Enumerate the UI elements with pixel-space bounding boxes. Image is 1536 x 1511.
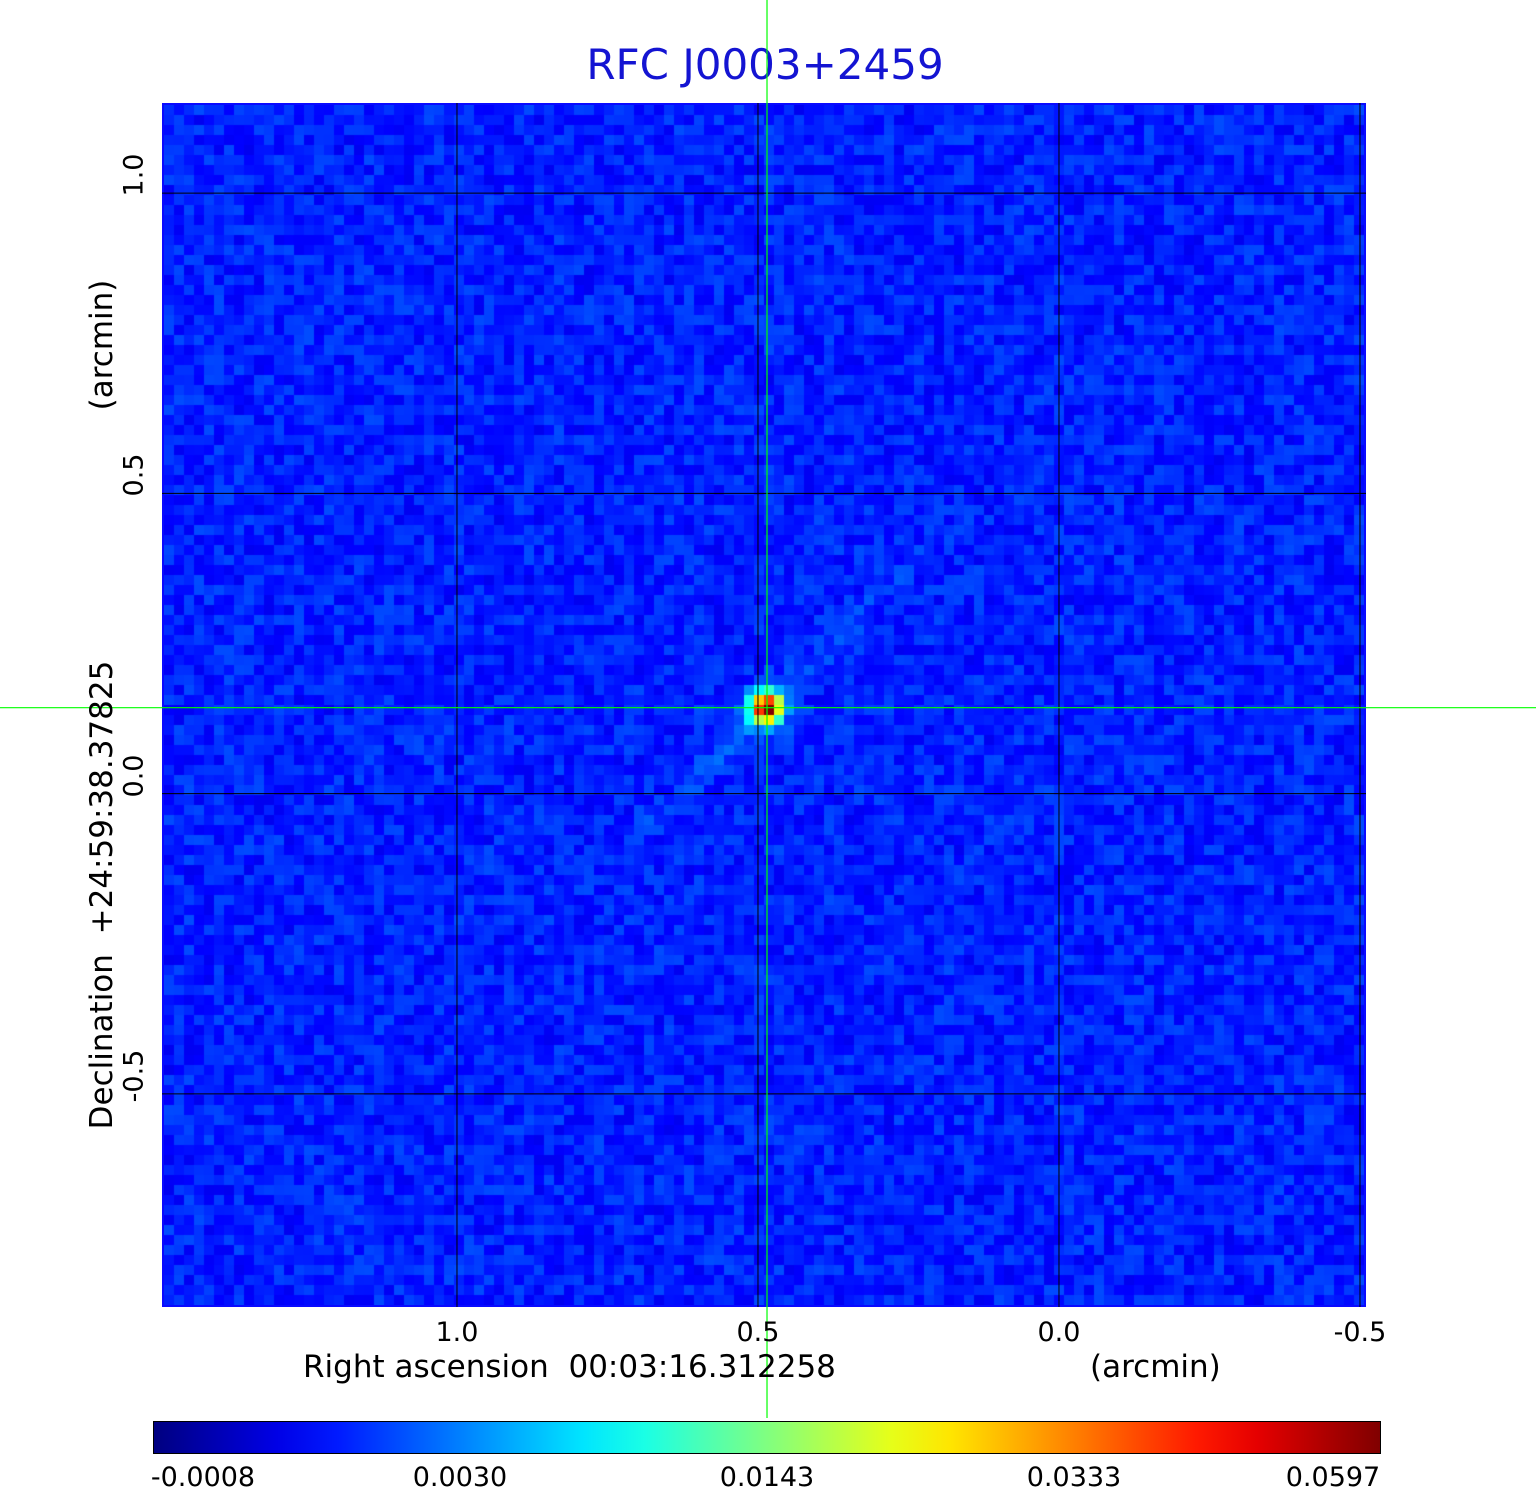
colorbar-tick-label: 0.0030 — [412, 1462, 508, 1493]
colorbar-tick-label: 0.0597 — [1285, 1462, 1381, 1493]
x-tick-label: 1.0 — [435, 1317, 479, 1348]
x-tick-label: 0.0 — [1037, 1317, 1081, 1348]
colorbar-tick-label: -0.0008 — [150, 1462, 256, 1493]
y-tick-label: 1.0 — [118, 153, 150, 197]
x-axis-label: Right ascension 00:03:16.312258 — [303, 1349, 836, 1385]
x-tick-label: -0.5 — [1333, 1317, 1387, 1348]
x-tick-label: 0.5 — [736, 1317, 780, 1348]
colorbar-tick-label: 0.0143 — [719, 1462, 815, 1493]
y-tick-label: -0.5 — [118, 1049, 150, 1103]
x-axis-unit: (arcmin) — [1090, 1349, 1221, 1385]
y-tick-label: 0.0 — [118, 754, 150, 798]
chart-title: RFC J0003+2459 — [586, 40, 944, 89]
colorbar-tick-label: 0.0333 — [1026, 1462, 1122, 1493]
y-axis-unit: (arcmin) — [84, 279, 120, 411]
sky-image[interactable] — [162, 103, 1366, 1307]
y-axis-label: Declination +24:59:38.37825 — [84, 660, 120, 1130]
colorbar — [153, 1421, 1381, 1454]
y-tick-label: 0.5 — [118, 453, 150, 497]
intensity-map — [164, 105, 1364, 1305]
